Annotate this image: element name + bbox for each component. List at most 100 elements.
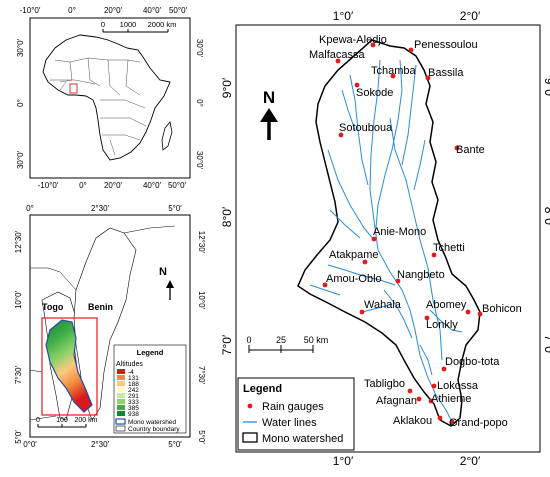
rain-gauge-marker	[454, 145, 460, 151]
region-top-tick: 2°30′	[91, 204, 110, 213]
region-bottom-tick: 5°0′	[168, 440, 182, 449]
rain-gauge-marker	[425, 75, 431, 81]
africa-left-tick: 30°0′	[16, 150, 25, 169]
altitude-label: 131	[128, 375, 139, 382]
gauge-label-tabligbo: Tabligbo	[364, 378, 405, 390]
rain-gauge-markers	[322, 42, 483, 425]
main-north-label: N	[263, 88, 275, 107]
mono-watershed-dem	[45, 319, 93, 413]
rain-gauge-marker	[362, 259, 368, 265]
country-boundary-swatch	[115, 425, 126, 432]
altitudes-title: Altitudes	[116, 361, 143, 368]
main-left-tick: 7°0′	[220, 334, 234, 355]
watershed-legend-label: Mono watershed	[262, 433, 343, 445]
africa-left-tick: 30°0′	[16, 38, 25, 57]
gauge-label-tchamba: Tchamba	[371, 65, 417, 77]
rain-gauge-legend-symbol	[247, 403, 253, 409]
africa-top-tick: 50°0′	[169, 6, 188, 15]
region-left-tick: 10°0′	[14, 290, 23, 309]
gauge-label-lonkly: Lonkly	[426, 319, 458, 331]
region-right-tick: 10°0′	[197, 291, 206, 310]
altitude-swatch	[117, 405, 125, 410]
region-panel: 0° 2°30′ 5°0′ 0°0′ 2°30′ 5°0′ 12°30′ 10°…	[14, 204, 206, 449]
altitude-label: 291	[128, 393, 139, 400]
africa-top-tick: 0°	[68, 6, 76, 15]
neighbour-boundary	[30, 267, 77, 291]
rain-gauge-marker	[437, 415, 443, 421]
rain-gauge-marker	[354, 82, 360, 88]
altitude-label: -4	[128, 369, 134, 376]
africa-bottom-tick: 0°	[79, 181, 87, 190]
region-legend: Legend Altitudes -4131188242291333385938…	[113, 344, 187, 434]
rain-gauge-legend-label: Rain gauges	[262, 401, 324, 413]
mono-watershed-swatch	[115, 418, 126, 425]
main-scale-label: 25	[276, 335, 286, 345]
gauge-label-lokossa: Lokossa	[437, 380, 479, 392]
neighbour-boundary	[29, 369, 57, 421]
region-left-tick: 7°30′	[14, 365, 23, 384]
africa-left-tick: 0°	[16, 99, 25, 107]
main-right-tick: 9°0′	[542, 78, 550, 99]
rain-gauge-marker	[335, 58, 341, 64]
africa-right-tick: 30°0′	[195, 151, 204, 170]
region-bottom-tick: 0°0′	[23, 440, 37, 449]
main-legend: Legend Rain gauges Water lines Mono wate…	[237, 377, 355, 451]
africa-scale-label: 0	[101, 20, 105, 29]
altitude-swatch	[117, 381, 125, 386]
altitude-swatch	[117, 393, 125, 398]
rain-gauge-marker	[424, 315, 430, 321]
country-label-benin: Benin	[88, 302, 113, 312]
region-bottom-tick: 2°30′	[91, 440, 110, 449]
main-bottom-tick: 2°0′	[460, 454, 481, 468]
region-top-tick: 0°	[26, 204, 34, 213]
africa-continent-outline	[42, 34, 171, 161]
mono-watershed-legend-label: Mono watershed	[128, 419, 176, 426]
gauge-label-sotouboua: Sotouboua	[339, 122, 393, 134]
gauge-label-tchetti: Tchetti	[433, 242, 465, 254]
gauge-label-abomey: Abomey	[426, 299, 467, 311]
region-legend-title: Legend	[137, 348, 164, 357]
gauge-label-athieme: Athieme	[431, 393, 471, 405]
rain-gauge-marker	[416, 396, 422, 402]
region-top-tick: 5°0′	[168, 204, 182, 213]
benin-outline	[73, 227, 137, 421]
region-scale-label: 0	[36, 417, 40, 424]
gauge-label-afagnan: Afagnan	[376, 395, 417, 407]
africa-scale-label: 2000 km	[148, 20, 177, 29]
africa-top-tick: 40°0′	[143, 6, 162, 15]
gauge-label-bassila: Bassila	[428, 67, 464, 79]
africa-right-tick: 0°	[195, 99, 204, 107]
main-scale-label: 0	[246, 335, 251, 345]
rain-gauge-marker	[395, 278, 401, 284]
gauge-label-amou-oblo: Amou-Oblo	[326, 273, 382, 285]
gauge-label-bohicon: Bohicon	[482, 303, 522, 315]
gauge-label-sokode: Sokode	[356, 87, 393, 99]
main-map: 1°0′ 2°0′ 1°0′ 2°0′ 9°0′ 8°0′ 7°0′ 9°0′ …	[220, 9, 550, 468]
africa-bottom-tick: 50°0′	[168, 181, 187, 190]
gauge-label-kpewa-aledjo: Kpewa-Aledjo	[319, 34, 387, 46]
mono-watershed-outline	[297, 39, 481, 427]
altitude-label: 188	[128, 381, 139, 388]
altitude-label: 385	[128, 405, 139, 412]
main-top-tick: 2°0′	[460, 9, 481, 23]
togo-benin-location-box	[69, 83, 78, 94]
main-north-arrowhead-icon	[260, 108, 278, 122]
rain-gauge-labels: Kpewa-Aledjo Penessoulou Malfacassa Tcha…	[309, 34, 522, 429]
main-right-tick: 7°0′	[542, 335, 550, 356]
gauge-label-atakpame: Atakpame	[329, 249, 379, 261]
region-left-tick: 12°30′	[14, 230, 23, 253]
region-legend-box	[113, 344, 187, 434]
region-scale-label: 100	[56, 417, 68, 424]
region-left-tick: 5°0′	[14, 430, 23, 444]
rain-gauge-marker	[431, 383, 437, 389]
region-north-arrowhead-icon	[166, 280, 174, 288]
rain-gauge-marker	[407, 388, 413, 394]
rain-gauge-marker	[449, 419, 455, 425]
region-scale-label: 200 km	[75, 417, 98, 424]
neighbour-boundary	[123, 225, 176, 234]
rain-gauge-marker	[370, 42, 376, 48]
country-label-togo: Togo	[42, 302, 64, 312]
gauge-label-penessoulou: Penessoulou	[414, 39, 478, 51]
